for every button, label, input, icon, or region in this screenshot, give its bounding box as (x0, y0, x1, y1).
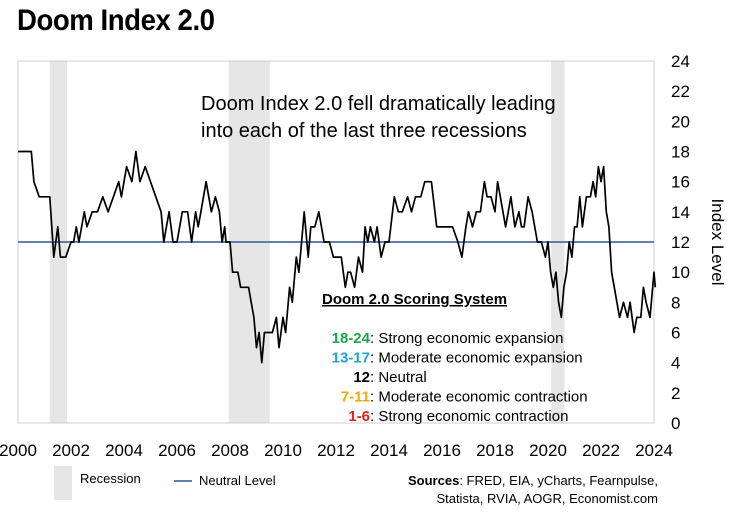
scoring-item: 12: Neutral (353, 369, 426, 386)
x-tick-label: 2004 (105, 441, 143, 460)
x-tick-label: 2016 (423, 441, 461, 460)
x-tick-label: 2020 (529, 441, 567, 460)
x-tick-label: 2006 (158, 441, 196, 460)
x-tick-label: 2008 (211, 441, 249, 460)
annotation-line-2: into each of the last three recessions (201, 120, 527, 142)
annotation-line-1: Doom Index 2.0 fell dramatically leading (201, 93, 556, 115)
legend-neutral-label: Neutral Level (199, 473, 276, 488)
sources-line-2: Statista, RVIA, AOGR, Economist.com (436, 491, 658, 506)
scoring-item: 18-24: Strong economic expansion (332, 330, 564, 347)
legend-recession-label: Recession (80, 471, 141, 486)
sources-list-1: : FRED, EIA, yCharts, Fearnpulse, (459, 473, 658, 488)
y-tick-label: 10 (671, 263, 690, 282)
scoring-item: 13-17: Moderate economic expansion (332, 350, 583, 367)
x-axis-ticks: 2000 2002 2004 2006 2008 2010 2012 2014 2016 2018… (0, 441, 673, 460)
y-tick-label: 4 (671, 354, 680, 373)
x-tick-label: 2010 (264, 441, 302, 460)
x-tick-label: 2000 (0, 441, 37, 460)
y-tick-label: 12 (671, 233, 690, 252)
sources-line-1: Sources: FRED, EIA, yCharts, Fearnpulse, (408, 473, 658, 488)
scoring-item: 1-6: Strong economic contraction (348, 408, 568, 425)
scoring-system-list: 18-24: Strong economic expansion 13-17: M… (332, 330, 588, 425)
x-tick-label: 2024 (635, 441, 673, 460)
chart-title: Doom Index 2.0 (17, 4, 215, 37)
x-tick-label: 2002 (52, 441, 90, 460)
y-tick-label: 18 (671, 143, 690, 162)
scoring-item: 7-11: Moderate economic contraction (341, 389, 588, 406)
y-tick-label: 16 (671, 173, 690, 192)
y-tick-label: 22 (671, 82, 690, 101)
y-tick-label: 14 (671, 203, 690, 222)
doom-index-line (18, 150, 657, 364)
x-tick-label: 2012 (317, 441, 355, 460)
sources-prefix: Sources (408, 473, 459, 488)
x-tick-label: 2014 (370, 441, 408, 460)
y-tick-label: 8 (671, 293, 680, 312)
y-tick-label: 2 (671, 384, 680, 403)
y-tick-label: 6 (671, 324, 680, 343)
y-tick-label: 24 (671, 52, 690, 71)
legend-recession-swatch (54, 466, 72, 500)
x-tick-label: 2022 (582, 441, 620, 460)
x-tick-label: 2018 (476, 441, 514, 460)
y-tick-label: 20 (671, 112, 690, 131)
y-tick-label: 0 (671, 414, 680, 433)
y-axis-label: Index Level (708, 199, 727, 286)
scoring-system-title: Doom 2.0 Scoring System (322, 291, 507, 308)
